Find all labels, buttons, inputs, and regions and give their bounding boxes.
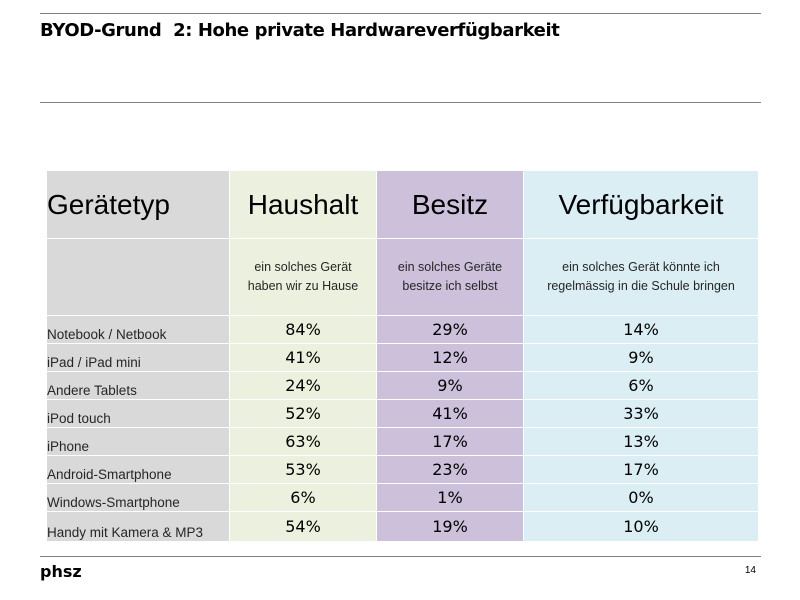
device-name: Handy mit Kamera & MP3 xyxy=(46,511,230,542)
besitz-value: 17% xyxy=(376,427,524,456)
haushalt-value: 24% xyxy=(229,371,377,400)
verfuegbarkeit-value: 17% xyxy=(523,455,759,484)
slide-title: BYOD-Grund 2: Hohe private Hardwareverfü… xyxy=(40,20,560,41)
footer-rule xyxy=(40,556,761,557)
device-name: iPad / iPad mini xyxy=(46,343,230,372)
subheader-verfuegbarkeit: ein solches Gerät könnte ich regelmässig … xyxy=(523,238,759,316)
table-header-row: Gerätetyp Haushalt Besitz Verfügbarkeit xyxy=(46,170,759,239)
subheader-besitz: ein solches Geräte besitze ich selbst xyxy=(376,238,524,316)
header-haushalt: Haushalt xyxy=(229,170,377,239)
verfuegbarkeit-value: 14% xyxy=(523,315,759,344)
table-subheader-row: ein solches Gerät haben wir zu Hause ein … xyxy=(46,238,759,316)
table-row: Handy mit Kamera & MP3 54% 19% 10% xyxy=(46,511,759,542)
haushalt-value: 84% xyxy=(229,315,377,344)
device-name: Android-Smartphone xyxy=(46,455,230,484)
haushalt-value: 63% xyxy=(229,427,377,456)
header-geraetetyp: Gerätetyp xyxy=(46,170,230,239)
besitz-value: 29% xyxy=(376,315,524,344)
table-row: Windows-Smartphone 6% 1% 0% xyxy=(46,483,759,512)
title-underline-rule xyxy=(40,102,761,103)
subheader-haushalt: ein solches Gerät haben wir zu Hause xyxy=(229,238,377,316)
device-name: Notebook / Netbook xyxy=(46,315,230,344)
device-name: iPod touch xyxy=(46,399,230,428)
table-row: iPod touch 52% 41% 33% xyxy=(46,399,759,428)
table-row: iPhone 63% 17% 13% xyxy=(46,427,759,456)
haushalt-value: 54% xyxy=(229,511,377,542)
haushalt-value: 41% xyxy=(229,343,377,372)
besitz-value: 41% xyxy=(376,399,524,428)
device-availability-table: Gerätetyp Haushalt Besitz Verfügbarkeit … xyxy=(46,170,759,542)
besitz-value: 1% xyxy=(376,483,524,512)
haushalt-value: 53% xyxy=(229,455,377,484)
subheader-line: ein solches Gerät könnte ich xyxy=(562,260,720,274)
verfuegbarkeit-value: 0% xyxy=(523,483,759,512)
besitz-value: 23% xyxy=(376,455,524,484)
besitz-value: 19% xyxy=(376,511,524,542)
subheader-empty xyxy=(46,238,230,316)
header-verfuegbarkeit: Verfügbarkeit xyxy=(523,170,759,239)
subheader-line: ein solches Geräte xyxy=(397,260,503,274)
table-row: Android-Smartphone 53% 23% 17% xyxy=(46,455,759,484)
device-name: iPhone xyxy=(46,427,230,456)
besitz-value: 9% xyxy=(376,371,524,400)
table-row: iPad / iPad mini 41% 12% 9% xyxy=(46,343,759,372)
page-number: 14 xyxy=(744,565,756,576)
verfuegbarkeit-value: 9% xyxy=(523,343,759,372)
device-name: Andere Tablets xyxy=(46,371,230,400)
phsz-logo: phsz xyxy=(40,562,82,581)
top-rule xyxy=(40,13,761,14)
subheader-line: besitze ich selbst xyxy=(402,279,498,293)
besitz-value: 12% xyxy=(376,343,524,372)
haushalt-value: 6% xyxy=(229,483,377,512)
table-row: Andere Tablets 24% 9% 6% xyxy=(46,371,759,400)
device-name: Windows-Smartphone xyxy=(46,483,230,512)
table-row: Notebook / Netbook 84% 29% 14% xyxy=(46,315,759,344)
subheader-line: ein solches Gerät xyxy=(254,260,352,274)
header-besitz: Besitz xyxy=(376,170,524,239)
haushalt-value: 52% xyxy=(229,399,377,428)
verfuegbarkeit-value: 6% xyxy=(523,371,759,400)
verfuegbarkeit-value: 10% xyxy=(523,511,759,542)
verfuegbarkeit-value: 33% xyxy=(523,399,759,428)
subheader-line: regelmässig in die Schule bringen xyxy=(547,279,735,293)
subheader-line: haben wir zu Hause xyxy=(247,279,359,293)
verfuegbarkeit-value: 13% xyxy=(523,427,759,456)
